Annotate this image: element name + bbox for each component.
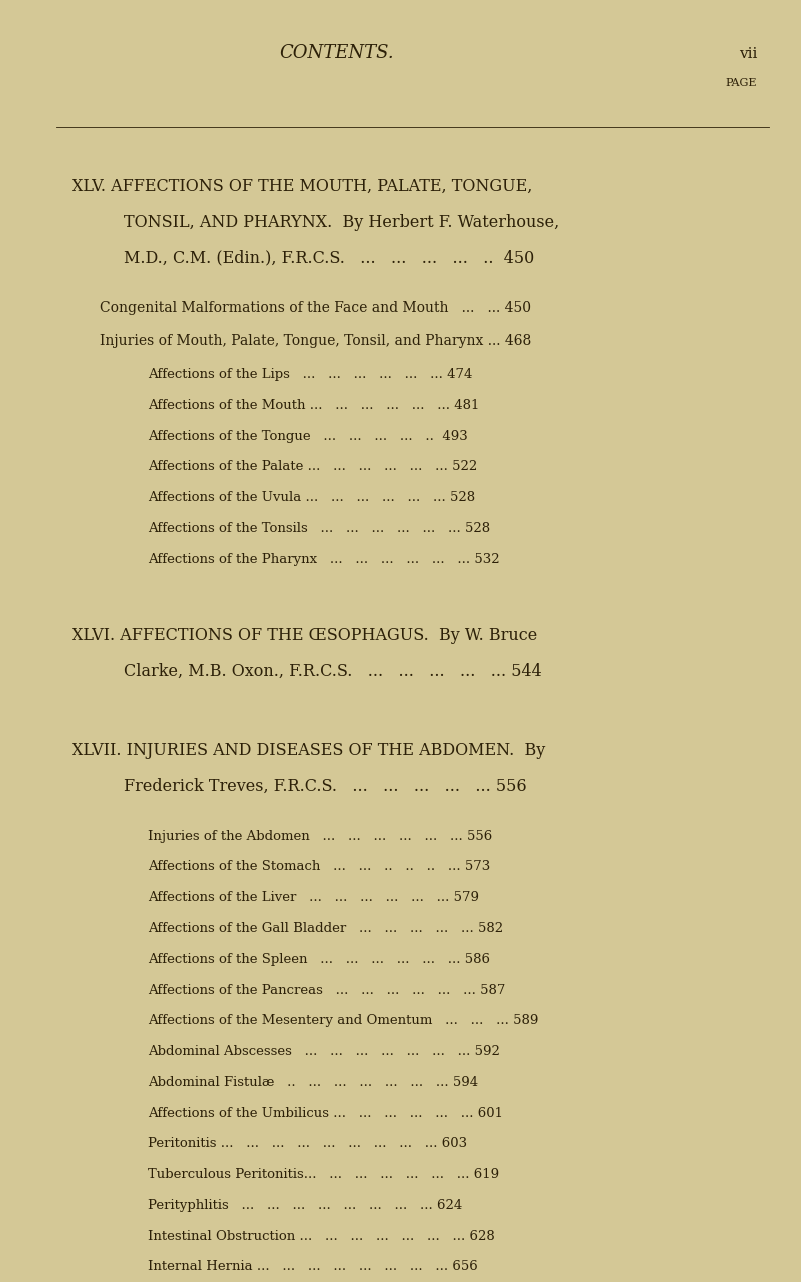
Text: vii: vii [739,46,757,60]
Text: Affections of the Gall Bladder   ...   ...   ...   ...   ... 582: Affections of the Gall Bladder ... ... .… [148,922,503,935]
Text: Abdominal Fistulæ   ..   ...   ...   ...   ...   ...   ... 594: Abdominal Fistulæ .. ... ... ... ... ...… [148,1076,478,1088]
Text: XLVII. INJURIES AND DISEASES OF THE ABDOMEN.  By: XLVII. INJURIES AND DISEASES OF THE ABDO… [72,742,545,759]
Text: Perityphlitis   ...   ...   ...   ...   ...   ...   ...   ... 624: Perityphlitis ... ... ... ... ... ... ..… [148,1199,462,1211]
Text: Internal Hernia ...   ...   ...   ...   ...   ...   ...   ... 656: Internal Hernia ... ... ... ... ... ... … [148,1260,478,1273]
Text: Injuries of the Abdomen   ...   ...   ...   ...   ...   ... 556: Injuries of the Abdomen ... ... ... ... … [148,829,493,842]
Text: Affections of the Tongue   ...   ...   ...   ...   ..  493: Affections of the Tongue ... ... ... ...… [148,429,468,442]
Text: Affections of the Tonsils   ...   ...   ...   ...   ...   ... 528: Affections of the Tonsils ... ... ... ..… [148,522,490,535]
Text: Affections of the Liver   ...   ...   ...   ...   ...   ... 579: Affections of the Liver ... ... ... ... … [148,891,479,904]
Text: Affections of the Pharynx   ...   ...   ...   ...   ...   ... 532: Affections of the Pharynx ... ... ... ..… [148,553,500,565]
Text: Clarke, M.B. Oxon., F.R.C.S.   ...   ...   ...   ...   ... 544: Clarke, M.B. Oxon., F.R.C.S. ... ... ...… [124,663,542,679]
Text: Affections of the Stomach   ...   ...   ..   ..   ..   ... 573: Affections of the Stomach ... ... .. .. … [148,860,490,873]
Text: Peritonitis ...   ...   ...   ...   ...   ...   ...   ...   ... 603: Peritonitis ... ... ... ... ... ... ... … [148,1137,467,1150]
Text: Abdominal Abscesses   ...   ...   ...   ...   ...   ...   ... 592: Abdominal Abscesses ... ... ... ... ... … [148,1045,500,1058]
Text: Tuberculous Peritonitis...   ...   ...   ...   ...   ...   ... 619: Tuberculous Peritonitis... ... ... ... .… [148,1168,499,1181]
Text: Affections of the Palate ...   ...   ...   ...   ...   ... 522: Affections of the Palate ... ... ... ...… [148,460,477,473]
Text: Affections of the Mouth ...   ...   ...   ...   ...   ... 481: Affections of the Mouth ... ... ... ... … [148,399,480,412]
Text: Affections of the Pancreas   ...   ...   ...   ...   ...   ... 587: Affections of the Pancreas ... ... ... .… [148,983,505,996]
Text: TONSIL, AND PHARYNX.  By Herbert F. Waterhouse,: TONSIL, AND PHARYNX. By Herbert F. Water… [124,214,559,231]
Text: Injuries of Mouth, Palate, Tongue, Tonsil, and Pharynx ... 468: Injuries of Mouth, Palate, Tongue, Tonsi… [100,333,531,347]
Text: XLV. AFFECTIONS OF THE MOUTH, PALATE, TONGUE,: XLV. AFFECTIONS OF THE MOUTH, PALATE, TO… [72,178,533,195]
Text: Congenital Malformations of the Face and Mouth   ...   ... 450: Congenital Malformations of the Face and… [100,300,531,314]
Text: CONTENTS.: CONTENTS. [279,44,394,62]
Text: Intestinal Obstruction ...   ...   ...   ...   ...   ...   ... 628: Intestinal Obstruction ... ... ... ... .… [148,1229,495,1242]
Text: PAGE: PAGE [726,78,757,88]
Text: Affections of the Lips   ...   ...   ...   ...   ...   ... 474: Affections of the Lips ... ... ... ... .… [148,368,473,381]
Text: M.D., C.M. (Edin.), F.R.C.S.   ...   ...   ...   ...   ..  450: M.D., C.M. (Edin.), F.R.C.S. ... ... ...… [124,250,534,267]
Text: Affections of the Uvula ...   ...   ...   ...   ...   ... 528: Affections of the Uvula ... ... ... ... … [148,491,475,504]
Text: XLVI. AFFECTIONS OF THE ŒSOPHAGUS.  By W. Bruce: XLVI. AFFECTIONS OF THE ŒSOPHAGUS. By W.… [72,627,537,644]
Text: Frederick Treves, F.R.C.S.   ...   ...   ...   ...   ... 556: Frederick Treves, F.R.C.S. ... ... ... .… [124,778,527,795]
Text: Affections of the Umbilicus ...   ...   ...   ...   ...   ... 601: Affections of the Umbilicus ... ... ... … [148,1106,503,1119]
Text: Affections of the Spleen   ...   ...   ...   ...   ...   ... 586: Affections of the Spleen ... ... ... ...… [148,953,490,965]
Text: Affections of the Mesentery and Omentum   ...   ...   ... 589: Affections of the Mesentery and Omentum … [148,1014,538,1027]
